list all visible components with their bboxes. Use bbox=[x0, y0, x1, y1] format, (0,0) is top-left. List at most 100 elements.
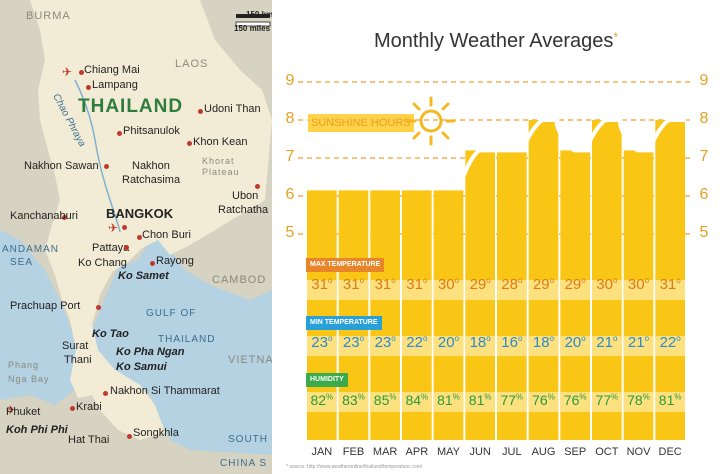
label-ko-samui: Ko Samui bbox=[116, 361, 167, 373]
sunshine-hours-line bbox=[306, 118, 686, 191]
value-band bbox=[370, 336, 400, 356]
max-temperature-value: 31o bbox=[406, 276, 428, 293]
min-temperature-value: 18o bbox=[469, 334, 491, 351]
min-temperature-value: 23o bbox=[311, 334, 333, 351]
value-band bbox=[623, 392, 654, 412]
y-tick-label: 7 bbox=[699, 148, 709, 165]
value-band bbox=[592, 392, 622, 412]
label-chon-buri: Chon Buri bbox=[142, 229, 191, 241]
label-china-sea: CHINA S bbox=[220, 458, 268, 469]
humidity-value: 76% bbox=[532, 392, 555, 408]
city-marker bbox=[70, 406, 75, 411]
value-band bbox=[402, 280, 432, 300]
label-rayong: Rayong bbox=[156, 255, 194, 267]
label-hat-yai: Hat Thai bbox=[68, 434, 110, 446]
x-tick-label: MAY bbox=[436, 446, 461, 458]
label-andaman: ANDAMAN bbox=[2, 244, 60, 255]
max-temperature-label: MAX TEMPERATURE bbox=[306, 258, 385, 272]
airport-icon: ✈ bbox=[62, 65, 73, 79]
label-nga-bay: Nga Bay bbox=[8, 374, 50, 384]
sunshine-hours-label: SUNSHINE HOURS bbox=[308, 114, 414, 132]
x-tick-label: JUL bbox=[502, 446, 522, 458]
y-tick-label: 6 bbox=[699, 186, 709, 203]
label-ko-samet: Ko Samet bbox=[118, 270, 169, 282]
airport-icon: ✈ bbox=[6, 403, 17, 417]
humidity-value: 77% bbox=[500, 392, 524, 408]
value-band bbox=[307, 336, 337, 356]
value-band bbox=[338, 336, 369, 356]
value-band bbox=[465, 280, 495, 300]
value-band bbox=[528, 392, 559, 412]
value-band bbox=[338, 280, 369, 300]
value-band bbox=[465, 392, 495, 412]
value-band bbox=[592, 280, 622, 300]
label-chiang-mai: Chiang Mai bbox=[84, 64, 140, 76]
value-band bbox=[402, 392, 432, 412]
label-krabi: Krabi bbox=[76, 401, 102, 413]
value-band bbox=[560, 392, 590, 412]
min-temperature-value: 20o bbox=[564, 334, 586, 351]
source-note: * source: http://www.weatheronline/thail… bbox=[286, 464, 423, 470]
value-band bbox=[370, 280, 400, 300]
value-band bbox=[433, 392, 464, 412]
y-tick-label: 5 bbox=[699, 224, 709, 241]
max-temperature-value: 31o bbox=[311, 276, 333, 293]
label-nakhon-sawan: Nakhon Sawan bbox=[24, 160, 99, 172]
label-pattaya: Pattaya bbox=[92, 242, 130, 254]
label-koh-phi-phi: Koh Phi Phi bbox=[6, 424, 68, 436]
value-band bbox=[528, 336, 559, 356]
y-tick-label: 5 bbox=[285, 224, 295, 241]
max-temperature-value: 30o bbox=[596, 276, 618, 293]
title-mark: * bbox=[613, 30, 619, 44]
chart-title-text: Monthly Weather Averages bbox=[373, 30, 614, 52]
label-khon-kean: Khon Kean bbox=[193, 136, 248, 148]
label-bangkok: BANGKOK bbox=[106, 206, 174, 221]
value-band bbox=[623, 280, 654, 300]
city-marker bbox=[255, 184, 260, 189]
city-marker bbox=[96, 305, 101, 310]
label-south: SOUTH bbox=[228, 434, 268, 445]
label-vietnam: VIETNA bbox=[228, 354, 272, 366]
label-cambodia: CAMBOD bbox=[212, 274, 267, 286]
label-gulf-thailand: THAILAND bbox=[158, 334, 216, 345]
label-songkhla: Songkhla bbox=[133, 427, 179, 439]
value-band bbox=[560, 280, 590, 300]
label-plateau: Plateau bbox=[202, 167, 240, 177]
label-ubon-ratchathani: Ratchatha bbox=[218, 204, 269, 216]
max-temperature-value: 30o bbox=[627, 276, 650, 293]
x-tick-label: OCT bbox=[595, 446, 619, 458]
city-marker bbox=[124, 245, 129, 250]
city-marker bbox=[187, 141, 192, 146]
x-tick-label: MAR bbox=[372, 446, 398, 458]
humidity-value: 78% bbox=[627, 392, 650, 408]
humidity-value: 85% bbox=[373, 392, 397, 408]
min-temperature-value: 23o bbox=[342, 334, 365, 351]
min-temperature-value: 20o bbox=[437, 334, 460, 351]
value-band bbox=[655, 280, 685, 300]
min-temperature-value: 23o bbox=[374, 334, 396, 351]
label-burma: BURMA bbox=[26, 10, 71, 22]
humidity-value: 84% bbox=[405, 392, 429, 408]
max-temperature-value: 29o bbox=[564, 276, 586, 293]
min-temperature-label: MIN TEMPERATURE bbox=[306, 316, 382, 330]
label-surat: Surat bbox=[62, 340, 89, 352]
value-band bbox=[338, 392, 369, 412]
label-nakhon-si-thammarat: Nakhon Si Thammarat bbox=[110, 385, 220, 397]
label-ko-tao: Ko Tao bbox=[92, 328, 129, 340]
label-gulf-of: GULF OF bbox=[146, 308, 197, 319]
x-tick-label: AUG bbox=[531, 446, 556, 458]
label-lampang: Lampang bbox=[92, 79, 138, 91]
y-tick-label: 9 bbox=[285, 72, 295, 89]
city-marker bbox=[104, 164, 109, 169]
min-temperature-value: 21o bbox=[596, 334, 618, 351]
y-tick-label: 8 bbox=[699, 110, 709, 127]
city-marker bbox=[122, 225, 127, 230]
airport-icon: ✈ bbox=[108, 221, 119, 235]
label-nakhon: Nakhon bbox=[132, 160, 170, 172]
city-marker bbox=[137, 235, 142, 240]
label-phitsanulok: Phitsanulok bbox=[123, 125, 180, 137]
y-tick-label: 8 bbox=[285, 110, 295, 127]
humidity-value: 81% bbox=[437, 392, 460, 408]
humidity-value: 81% bbox=[658, 392, 682, 408]
thailand-map: BURMA LAOS 150 km 150 miles ✈ Chiang Mai… bbox=[0, 0, 272, 474]
